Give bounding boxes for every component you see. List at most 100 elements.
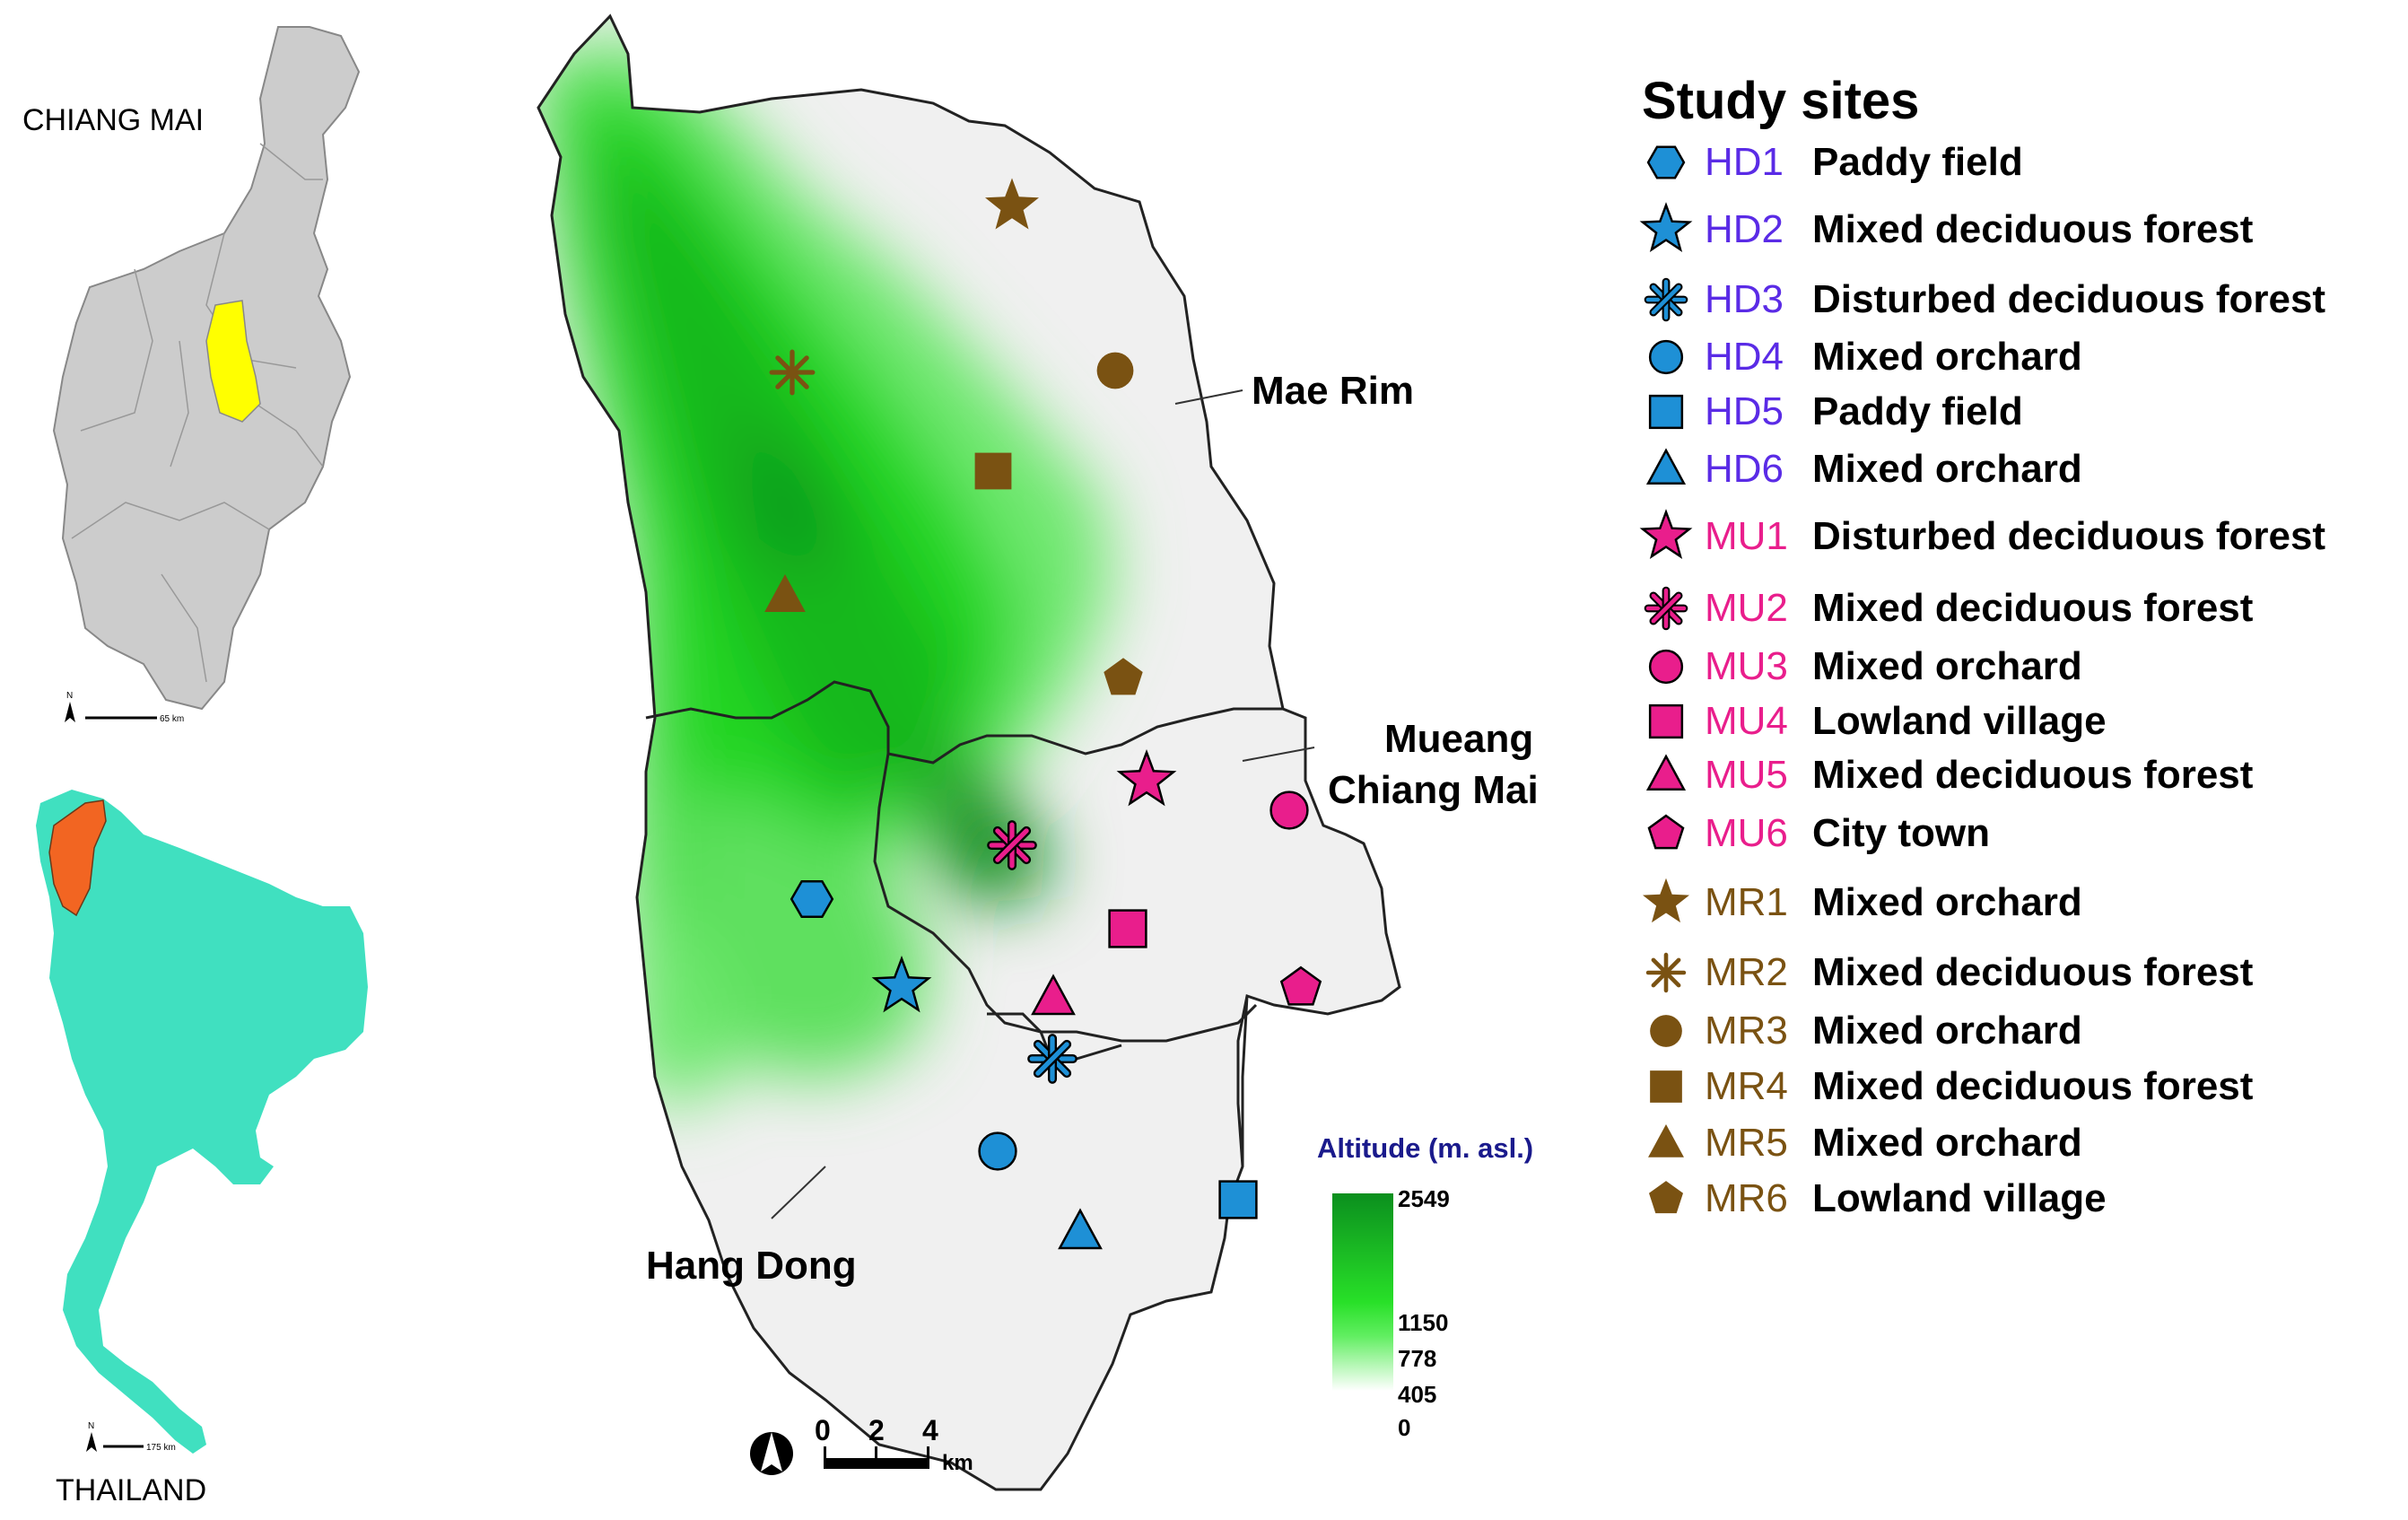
legend-code: MR2 (1705, 950, 1788, 994)
study-area-border (537, 13, 1401, 1491)
svg-text:km: km (942, 1451, 973, 1475)
legend-code: MR4 (1705, 1064, 1788, 1108)
legend-symbol-asterisk-icon (1644, 277, 1688, 322)
map-marker-hd2 (871, 955, 932, 1013)
legend-symbol-star-icon (1643, 878, 1689, 923)
legend-label: Mixed orchard (1812, 644, 2082, 688)
country-name-label: THAILAND (56, 1473, 206, 1507)
legend-code: MU3 (1705, 644, 1788, 688)
district-label-mae-rim: Mae Rim (1252, 369, 1414, 413)
legend-code: MU5 (1705, 753, 1788, 797)
legend-symbol-star-icon (1639, 202, 1693, 252)
district-label-hang-dong: Hang Dong (646, 1244, 857, 1288)
legend-code: MR6 (1705, 1176, 1788, 1220)
legend-symbol-asterisk-icon (1645, 952, 1687, 993)
country-scale-bar: 175 km N (86, 1421, 176, 1453)
svg-text:1150: 1150 (1398, 1309, 1448, 1336)
chiang-mai-inset: CHIANG MAI 65 km N (22, 26, 361, 724)
map-marker-mr4 (974, 452, 1012, 490)
legend-code: MR1 (1705, 880, 1788, 924)
legend-label: Mixed deciduous forest (1812, 753, 2254, 797)
legend-row-mr1: MR1 Mixed orchard (1643, 878, 2082, 924)
legend-symbol-triangle-icon (1645, 754, 1687, 791)
legend-code: HD4 (1705, 335, 1784, 379)
map-marker-mr6 (1104, 658, 1143, 695)
legend-symbol-triangle-icon (1645, 448, 1687, 485)
legend-row-mr6: MR6 Lowland village (1649, 1176, 2107, 1220)
map-marker-mr2 (769, 349, 816, 396)
map-marker-hd1 (790, 880, 834, 918)
map-marker-hd5 (1218, 1180, 1258, 1219)
map-marker-mu1 (1116, 748, 1177, 807)
legend-label: Mixed deciduous forest (1812, 1064, 2254, 1108)
svg-text:4: 4 (922, 1414, 938, 1446)
legend-symbol-pentagon-icon (1649, 1181, 1683, 1214)
site-markers (764, 178, 1322, 1250)
main-scale-bar: 0 2 4 km (815, 1414, 973, 1475)
legend-row-mu3: MU3 Mixed orchard (1648, 644, 2082, 688)
legend-symbol-circle-icon (1650, 1015, 1682, 1047)
district-label-mueang-line1: Mueang (1384, 717, 1533, 761)
legend-label: Mixed deciduous forest (1812, 207, 2254, 251)
legend-row-hd3: HD3 Disturbed deciduous forest (1644, 277, 2325, 322)
legend-label: Disturbed deciduous forest (1812, 514, 2325, 558)
legend-symbol-hexagon-icon (1646, 145, 1686, 179)
svg-text:2: 2 (868, 1414, 885, 1446)
legend-label: Mixed orchard (1812, 447, 2082, 491)
legend-code: MR5 (1705, 1121, 1788, 1165)
svg-text:N: N (88, 1421, 94, 1431)
legend-symbol-triangle-icon (1648, 1124, 1684, 1157)
legend-label: Disturbed deciduous forest (1812, 277, 2325, 321)
legend-row-mr2: MR2 Mixed deciduous forest (1645, 950, 2254, 994)
legend-code: MU6 (1705, 811, 1788, 855)
main-study-map: Mae Rim Mueang Chiang Mai Hang Dong 0 2 … (537, 13, 1539, 1491)
svg-text:2549: 2549 (1398, 1185, 1450, 1212)
legend-symbol-circle-icon (1648, 649, 1684, 685)
legend-code: HD3 (1705, 277, 1784, 321)
legend-label: Mixed deciduous forest (1812, 586, 2254, 630)
thailand-inset: 175 km N THAILAND (36, 790, 368, 1507)
legend-label: Mixed orchard (1812, 1121, 2082, 1165)
legend-symbol-circle-icon (1648, 339, 1684, 375)
legend-row-hd4: HD4 Mixed orchard (1648, 335, 2082, 379)
svg-text:778: 778 (1398, 1345, 1436, 1372)
svg-text:405: 405 (1398, 1381, 1436, 1408)
map-marker-mu6 (1279, 965, 1322, 1006)
legend-row-mu2: MU2 Mixed deciduous forest (1644, 586, 2254, 631)
north-arrow-small-icon: N (66, 691, 73, 701)
district-labels: Mae Rim Mueang Chiang Mai Hang Dong (646, 369, 1539, 1288)
legend-row-mr5: MR5 Mixed orchard (1648, 1121, 2082, 1165)
map-marker-hd3 (1027, 1034, 1077, 1084)
legend-label: Mixed deciduous forest (1812, 950, 2254, 994)
legend-label: Paddy field (1812, 140, 2023, 184)
legend-symbol-square-icon (1648, 394, 1684, 430)
legend-row-hd2: HD2 Mixed deciduous forest (1639, 202, 2254, 252)
map-marker-hd4 (978, 1131, 1017, 1171)
legend-row-hd5: HD5 Paddy field (1648, 389, 2023, 433)
altitude-legend: Altitude (m. asl.) 2549 1150 778 405 0 (1317, 1132, 1533, 1441)
legend-code: HD2 (1705, 207, 1784, 251)
map-marker-hd6 (1058, 1208, 1103, 1250)
legend-symbol-star-icon (1639, 509, 1693, 559)
legend-symbol-asterisk-icon (1644, 586, 1688, 631)
legend-code: MU1 (1705, 514, 1788, 558)
map-marker-mu4 (1108, 909, 1147, 948)
study-sites-legend: Study sites HD1 Paddy field HD2 Mixed decid… (1639, 72, 2325, 1220)
map-marker-mu5 (1031, 974, 1076, 1016)
legend-symbol-square-icon (1650, 1070, 1682, 1103)
legend-label: Lowland village (1812, 1176, 2107, 1220)
legend-label: Lowland village (1812, 699, 2107, 743)
legend-row-hd1: HD1 Paddy field (1646, 140, 2023, 184)
district-label-mueang-line2: Chiang Mai (1328, 768, 1539, 812)
map-marker-mr1 (985, 178, 1039, 230)
legend-row-mu1: MU1 Disturbed deciduous forest (1639, 509, 2325, 559)
legend-row-hd6: HD6 Mixed orchard (1645, 447, 2082, 491)
altitude-legend-title: Altitude (m. asl.) (1317, 1132, 1533, 1164)
map-marker-mr3 (1096, 352, 1134, 389)
legend-symbol-square-icon (1648, 703, 1684, 739)
legend-label: Mixed orchard (1812, 335, 2082, 379)
province-scale-bar: 65 km N (65, 691, 184, 724)
legend-row-mr4: MR4 Mixed deciduous forest (1650, 1064, 2254, 1108)
legend-row-mr3: MR3 Mixed orchard (1650, 1009, 2082, 1053)
legend-code: MU4 (1705, 699, 1788, 743)
